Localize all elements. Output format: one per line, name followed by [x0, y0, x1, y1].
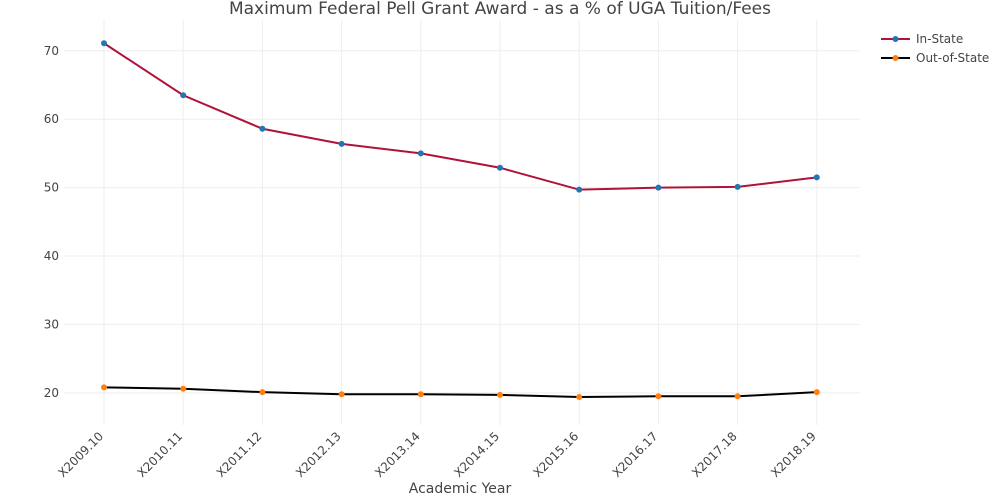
x-axis-ticks: X2009.10 X2010.11 X2011.12 X2012.13 X2013.14… — [55, 429, 819, 480]
x-tick-label: X2017.18 — [689, 429, 740, 480]
data-point[interactable] — [734, 393, 741, 400]
legend[interactable]: In-State Out-of-State — [881, 32, 989, 65]
data-point[interactable] — [180, 385, 187, 392]
x-axis-title: Academic Year — [409, 481, 512, 497]
legend-label: In-State — [916, 32, 963, 46]
data-point[interactable] — [497, 164, 503, 171]
x-tick-label: X2013.14 — [372, 429, 423, 480]
gridlines — [64, 20, 860, 425]
data-point[interactable] — [101, 40, 107, 47]
legend-item[interactable]: Out-of-State — [881, 51, 989, 65]
data-point[interactable] — [338, 391, 345, 398]
legend-item[interactable]: In-State — [881, 32, 963, 46]
legend-marker — [892, 55, 899, 61]
data-point[interactable] — [497, 391, 503, 398]
y-tick-label: 70 — [44, 44, 59, 58]
data-point[interactable] — [655, 184, 662, 191]
series-line — [103, 42, 817, 191]
series-lines — [101, 40, 820, 400]
x-tick-label: X2016.17 — [610, 429, 661, 480]
data-point[interactable] — [813, 389, 820, 396]
x-tick-label: X2009.10 — [55, 429, 106, 480]
legend-marker — [892, 36, 899, 42]
data-point[interactable] — [338, 140, 345, 147]
data-point[interactable] — [734, 183, 741, 190]
x-tick-label: X2014.15 — [451, 429, 502, 480]
y-tick-label: 40 — [44, 249, 59, 263]
x-tick-label: X2011.12 — [214, 429, 265, 480]
y-tick-label: 20 — [44, 386, 59, 400]
legend-label: Out-of-State — [916, 51, 989, 65]
data-point[interactable] — [576, 186, 583, 193]
data-point[interactable] — [259, 125, 266, 132]
data-point[interactable] — [180, 92, 187, 99]
series-line — [103, 386, 817, 398]
chart-title: Maximum Federal Pell Grant Award - as a … — [229, 0, 771, 19]
y-tick-label: 60 — [44, 112, 59, 126]
x-tick-label: X2015.16 — [531, 429, 582, 480]
y-axis-ticks: 20 30 40 50 60 70 — [44, 44, 59, 400]
y-tick-label: 30 — [44, 317, 59, 331]
series-out-of-state[interactable] — [101, 384, 820, 400]
x-tick-label: X2018.19 — [768, 429, 819, 480]
data-point[interactable] — [655, 393, 662, 400]
data-point[interactable] — [417, 150, 424, 157]
series-in-state[interactable] — [101, 40, 820, 193]
data-point[interactable] — [101, 384, 107, 391]
data-point[interactable] — [417, 391, 424, 398]
data-point[interactable] — [576, 393, 583, 400]
x-tick-label: X2012.13 — [293, 429, 344, 480]
x-tick-label: X2010.11 — [135, 429, 186, 480]
data-point[interactable] — [259, 389, 266, 396]
data-point[interactable] — [813, 174, 820, 181]
y-tick-label: 50 — [44, 181, 59, 195]
